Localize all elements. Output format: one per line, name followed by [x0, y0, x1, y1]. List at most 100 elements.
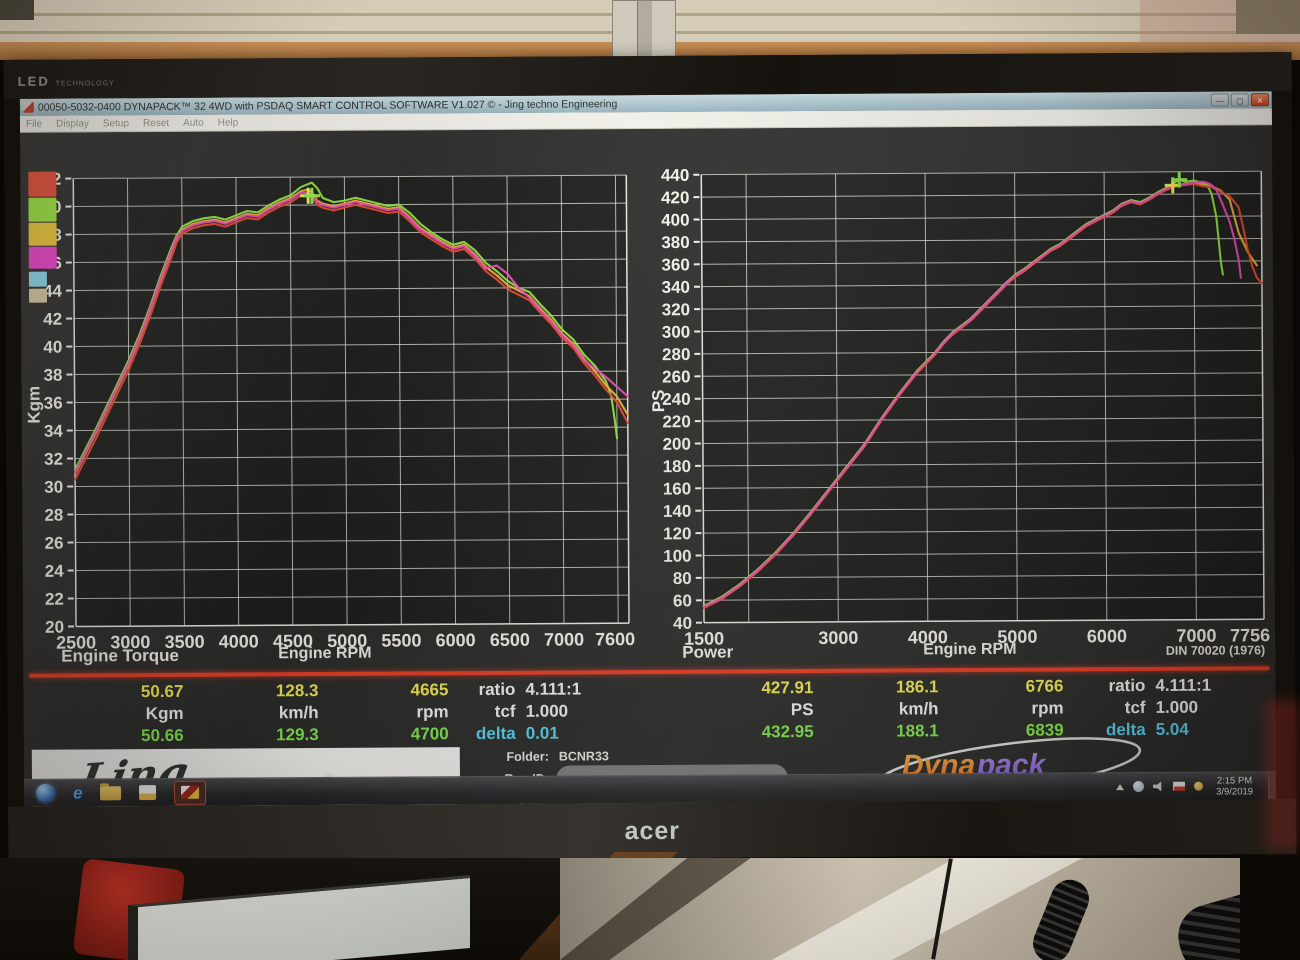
tcf2-value: 1.000 — [1155, 697, 1199, 717]
svg-text:80: 80 — [673, 569, 692, 588]
power-meta-labels: ratio tcf delta — [1055, 675, 1146, 742]
svg-text:160: 160 — [663, 479, 691, 498]
tray-expand-icon[interactable] — [1116, 783, 1125, 790]
power-y-axis-label: PS — [648, 389, 669, 413]
svg-text:260: 260 — [662, 367, 690, 386]
menu-item-file[interactable]: File — [25, 118, 43, 130]
power-chart-svg: 40 60 80 100 120 140 160 180 200 220 240 260 280 300 3… — [661, 166, 1270, 649]
power-meta-values: 4.111:1 1.000 5.04 — [1155, 674, 1276, 741]
ratio2-label: ratio — [1108, 675, 1146, 696]
delta-label: delta — [475, 723, 516, 744]
svg-text:200: 200 — [662, 435, 690, 454]
tcf2-label: tcf — [1124, 697, 1146, 718]
torque-y-axis-label: Kgm — [24, 385, 44, 424]
tray-status-icon[interactable] — [1194, 781, 1204, 791]
shadow-corner — [0, 0, 34, 20]
speed2-unit: km/h — [898, 699, 939, 719]
dynapack-taskbar-icon[interactable] — [174, 780, 207, 805]
svg-text:340: 340 — [662, 278, 690, 297]
speed2-peak-value: 186.1 — [895, 677, 939, 697]
dynapack-taskbar-glyph — [181, 785, 200, 799]
svg-text:4000: 4000 — [219, 631, 259, 651]
tray-app-icon[interactable] — [1133, 780, 1145, 793]
acer-brand-logo: acer — [624, 816, 681, 846]
garage-scene — [0, 852, 1300, 960]
maximize-button[interactable]: ▢ — [1230, 93, 1249, 107]
torque-meta-labels: ratio tcf delta — [425, 679, 516, 746]
legend-swatch-1 — [28, 197, 57, 222]
torque-current-value: 50.66 — [141, 725, 184, 746]
power-chart-title: Power — [682, 642, 734, 662]
svg-text:4000: 4000 — [908, 627, 948, 647]
legend-swatch-0 — [28, 171, 57, 197]
menu-item-auto[interactable]: Auto — [183, 117, 204, 129]
svg-text:6500: 6500 — [490, 630, 530, 650]
svg-text:180: 180 — [663, 457, 691, 476]
svg-text:44: 44 — [43, 282, 63, 301]
svg-text:3500: 3500 — [164, 632, 204, 652]
taskbar-clock[interactable]: 2:15 PM 3/9/2019 — [1216, 775, 1253, 797]
volume-icon[interactable] — [1153, 781, 1164, 791]
svg-text:440: 440 — [661, 166, 689, 185]
svg-text:30: 30 — [44, 478, 63, 497]
speed-unit: km/h — [278, 703, 319, 723]
legend-swatch-3 — [28, 246, 57, 269]
torque-chart-title: Engine Torque — [61, 645, 180, 666]
screen: 00050-5032-0400 DYNAPACK™ 32 4WD with PS… — [19, 91, 1277, 807]
svg-text:5500: 5500 — [381, 630, 421, 650]
bracket-rod — [637, 1, 652, 59]
svg-text:3000: 3000 — [110, 632, 150, 652]
delta-value: 0.01 — [525, 723, 559, 743]
svg-text:24: 24 — [45, 562, 65, 581]
svg-text:100: 100 — [663, 547, 691, 566]
svg-text:40: 40 — [673, 614, 692, 633]
rpm2-value-column: 6766 rpm 6839 — [953, 675, 1064, 742]
menu-item-help[interactable]: Help — [217, 117, 239, 129]
folder-label: Folder: — [506, 749, 549, 764]
pinned-app-icon[interactable] — [139, 785, 157, 801]
svg-text:7600: 7600 — [595, 629, 635, 649]
explorer-folder-icon[interactable] — [100, 785, 122, 800]
power-value-column: 427.91 PS 432.95 — [703, 677, 813, 744]
minimize-button[interactable]: — — [1210, 93, 1229, 107]
svg-text:34: 34 — [44, 422, 64, 441]
svg-text:6000: 6000 — [436, 630, 476, 650]
torque-unit: Kgm — [145, 703, 184, 724]
torque-chart: 2022242628303234363840424446485052250030… — [42, 170, 635, 653]
action-center-flag-icon[interactable] — [1173, 781, 1186, 791]
svg-text:220: 220 — [662, 412, 690, 431]
svg-text:22: 22 — [45, 590, 64, 609]
svg-text:4500: 4500 — [273, 631, 313, 651]
wall-corner — [1236, 0, 1300, 34]
svg-text:3000: 3000 — [818, 628, 858, 648]
svg-text:26: 26 — [45, 534, 64, 553]
svg-text:40: 40 — [43, 338, 62, 357]
rpm2-peak-value: 6766 — [1025, 676, 1064, 696]
power-unit: PS — [790, 700, 814, 720]
svg-text:2500: 2500 — [56, 632, 96, 652]
internet-explorer-icon[interactable]: e — [72, 782, 83, 803]
svg-text:6000: 6000 — [1087, 626, 1127, 646]
power-chart: 40 60 80 100 120 140 160 180 200 220 240 260 280 300 3… — [661, 166, 1270, 649]
svg-text:7000: 7000 — [1176, 626, 1216, 646]
svg-text:20: 20 — [45, 618, 64, 637]
torque-x-axis-label: Engine RPM — [278, 644, 372, 663]
close-button[interactable]: ✕ — [1250, 93, 1269, 107]
power-current-value: 432.95 — [761, 722, 814, 742]
start-button[interactable] — [35, 783, 56, 803]
menu-item-reset[interactable]: Reset — [142, 117, 170, 129]
ceiling-bracket — [612, 0, 676, 59]
svg-text:36: 36 — [44, 394, 63, 413]
legend-swatch-4 — [28, 271, 47, 287]
svg-text:5000: 5000 — [327, 631, 367, 651]
legend-swatch-5 — [28, 288, 48, 303]
menu-item-setup[interactable]: Setup — [102, 117, 130, 129]
tcf-label: tcf — [494, 701, 516, 721]
delta2-value: 5.04 — [1155, 719, 1189, 739]
dark-background — [1240, 858, 1300, 960]
svg-text:300: 300 — [662, 323, 690, 342]
menu-item-display[interactable]: Display — [56, 117, 89, 130]
svg-text:7000: 7000 — [544, 629, 584, 649]
clock-time: 2:15 PM — [1216, 774, 1253, 787]
